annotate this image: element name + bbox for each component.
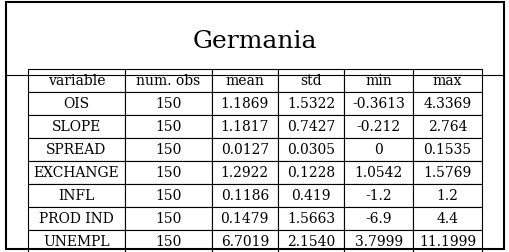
Text: Germania: Germania bbox=[192, 30, 317, 53]
